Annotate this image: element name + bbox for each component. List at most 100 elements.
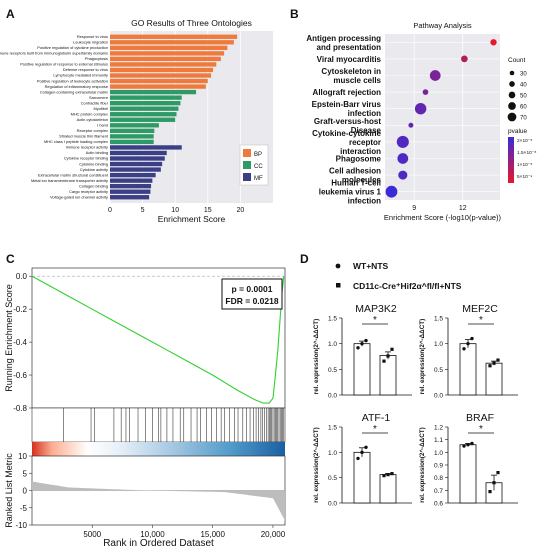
category-label: Contractile fiber [81, 100, 109, 105]
x-tick-label: 10,000 [140, 530, 165, 539]
data-point [488, 364, 492, 368]
data-point [462, 444, 466, 448]
y-tick-label: -0.4 [13, 338, 27, 347]
bar [353, 451, 371, 504]
x-tick-label: 9 [412, 205, 416, 212]
panel-label-d: D [300, 252, 309, 266]
bar [110, 34, 238, 39]
y-tick-label: -5 [20, 504, 28, 513]
x-tick-label: 12 [459, 205, 467, 212]
data-point [462, 347, 466, 351]
legend-swatch [243, 149, 251, 157]
category-label: Leukocyte migration [73, 40, 108, 45]
y-tick-label: 0.5 [328, 367, 337, 374]
y-axis-label: rel. expression(2^-ΔΔCT) [312, 319, 320, 394]
category-label: receptor [349, 138, 381, 147]
annotation-box [221, 278, 283, 310]
legend-square [336, 283, 341, 288]
panel-label-a: A [6, 7, 15, 21]
data-point [490, 39, 497, 46]
category-label: Antigen processing [306, 34, 381, 43]
bar [110, 167, 161, 172]
data-point [461, 55, 468, 63]
category-label: Cytoskeleton in [321, 67, 381, 76]
y-tick-label: 1.2 [434, 425, 443, 432]
category-label: Immune receptor activity [66, 145, 108, 150]
y-axis-label-top: Running Enrichment Score [4, 284, 14, 392]
category-label: leukemia virus 1 [319, 188, 382, 197]
legend-label: MF [254, 176, 263, 182]
bar [110, 161, 163, 167]
y-tick-label: 1.0 [434, 450, 443, 457]
bar [379, 474, 397, 504]
color-legend-label: 1.5×10⁻⁸ [517, 150, 536, 156]
category-label: Allograft rejection [313, 88, 382, 97]
data-point [364, 338, 368, 343]
color-legend-label: 1×10⁻⁸ [517, 162, 532, 168]
y-tick-label: -0.6 [13, 371, 27, 380]
category-label: Phagocytosis [85, 56, 108, 61]
data-point [488, 490, 492, 494]
category-label: Cytokine activity [80, 167, 108, 172]
y-tick-label: 1.5 [434, 316, 443, 323]
category-label: Extracellular matrix structural constitu… [38, 172, 109, 177]
category-label: Receptor complex [77, 128, 108, 133]
y-tick-label: 0.7 [434, 488, 443, 495]
data-point [386, 473, 390, 477]
category-label: Striated muscle thin filament [59, 134, 109, 139]
bar [110, 145, 182, 150]
significance-marker: * [479, 424, 483, 435]
bar [110, 117, 176, 122]
y-tick-label: 0.5 [434, 367, 443, 374]
category-label: I band [97, 123, 108, 128]
bar [110, 67, 214, 73]
subplot-title: BRAF [466, 412, 494, 424]
category-label: infection [348, 109, 381, 118]
size-legend-label: 40 [520, 83, 527, 89]
data-point [364, 445, 368, 449]
color-legend-title: pvalue [508, 128, 528, 135]
y-tick-label: 0.0 [434, 393, 443, 400]
significance-marker: * [479, 315, 483, 326]
size-legend-label: 60 [520, 105, 527, 111]
category-label: Positive regulation of cytokine producti… [37, 45, 108, 50]
y-tick-label: 1.5 [328, 425, 337, 432]
bar [110, 123, 159, 128]
data-point [470, 336, 474, 341]
bar [110, 195, 150, 200]
y-tick-label: 0 [23, 487, 28, 496]
bar [110, 112, 177, 117]
category-label: Cargo receptor activity [69, 189, 108, 194]
category-label: Cytokine receptor binding [64, 156, 108, 161]
category-label: Graft-versus-host [314, 117, 381, 126]
y-tick-label: 1.0 [328, 341, 337, 348]
category-label: Disease [351, 126, 382, 135]
data-point [396, 135, 409, 148]
x-tick-label: 20 [237, 207, 245, 214]
x-tick-label: 15,000 [200, 530, 225, 539]
data-point [492, 481, 496, 485]
y-tick-label: 0.8 [434, 475, 443, 482]
x-axis-label: Enrichment Score (-log10(p-value)) [384, 213, 502, 222]
category-label: Myofibril [94, 106, 109, 111]
data-point [382, 359, 386, 363]
bar [110, 78, 208, 84]
category-label: Epstein-Barr virus [312, 100, 382, 109]
size-legend-dot [508, 91, 516, 99]
subplot-title: ATF-1 [362, 412, 391, 424]
legend-label: CC [254, 164, 263, 170]
bar [110, 101, 181, 106]
bar [110, 156, 165, 161]
category-label: Phagosome [336, 155, 382, 164]
data-point [466, 443, 470, 447]
category-label: Cytokine binding [79, 161, 108, 166]
category-label: Regulation of inflammatory response [45, 84, 108, 89]
data-point [496, 471, 500, 475]
category-label: MHC protein complex [71, 111, 108, 116]
category-label: Voltage-gated ion channel activity [50, 194, 108, 199]
bar [110, 150, 167, 156]
bar [110, 184, 152, 189]
data-point [356, 456, 360, 461]
x-tick-label: 5 [141, 207, 145, 214]
